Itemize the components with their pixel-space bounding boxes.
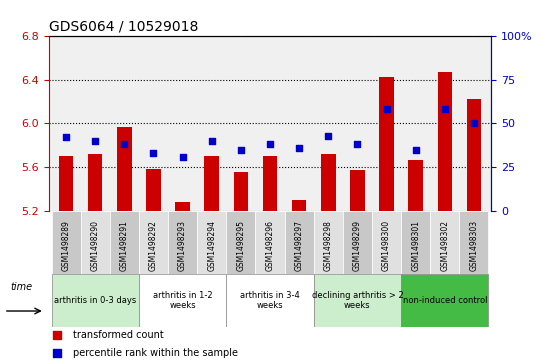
Bar — [467, 99, 481, 211]
FancyBboxPatch shape — [314, 274, 401, 327]
FancyBboxPatch shape — [139, 211, 168, 274]
Text: GSM1498289: GSM1498289 — [62, 220, 71, 271]
Text: GSM1498294: GSM1498294 — [207, 220, 216, 271]
Text: GSM1498292: GSM1498292 — [149, 220, 158, 271]
Text: time: time — [11, 282, 33, 293]
Bar — [117, 127, 132, 211]
Text: GSM1498296: GSM1498296 — [266, 220, 274, 271]
Bar — [321, 154, 335, 211]
Point — [470, 121, 478, 126]
FancyBboxPatch shape — [168, 211, 197, 274]
FancyBboxPatch shape — [110, 211, 139, 274]
Point — [149, 150, 158, 156]
Text: declining arthritis > 2
weeks: declining arthritis > 2 weeks — [312, 291, 403, 310]
Text: arthritis in 1-2
weeks: arthritis in 1-2 weeks — [153, 291, 212, 310]
FancyBboxPatch shape — [139, 274, 226, 327]
Text: GDS6064 / 10529018: GDS6064 / 10529018 — [49, 20, 198, 34]
FancyBboxPatch shape — [226, 211, 255, 274]
Bar — [176, 202, 190, 211]
Text: GSM1498293: GSM1498293 — [178, 220, 187, 271]
FancyBboxPatch shape — [51, 211, 80, 274]
FancyBboxPatch shape — [343, 211, 372, 274]
Point — [346, 117, 355, 123]
Text: transformed count: transformed count — [73, 330, 164, 340]
Point — [178, 154, 187, 159]
FancyBboxPatch shape — [226, 274, 314, 327]
FancyBboxPatch shape — [255, 211, 285, 274]
Point — [346, 281, 355, 286]
Text: GSM1498298: GSM1498298 — [324, 220, 333, 271]
Point — [411, 147, 420, 152]
FancyBboxPatch shape — [197, 211, 226, 274]
FancyBboxPatch shape — [401, 274, 489, 327]
Bar — [234, 172, 248, 211]
Text: GSM1498300: GSM1498300 — [382, 220, 391, 271]
Bar — [88, 154, 103, 211]
FancyBboxPatch shape — [80, 211, 110, 274]
Bar — [263, 156, 277, 211]
Bar — [379, 77, 394, 211]
Text: GSM1498303: GSM1498303 — [469, 220, 478, 271]
Text: GSM1498301: GSM1498301 — [411, 220, 420, 271]
Point — [266, 142, 274, 147]
Point — [237, 147, 245, 152]
Text: non-induced control: non-induced control — [402, 296, 487, 305]
FancyBboxPatch shape — [51, 274, 139, 327]
Text: arthritis in 0-3 days: arthritis in 0-3 days — [54, 296, 136, 305]
Point — [324, 133, 333, 139]
Point — [62, 134, 70, 140]
Text: GSM1498291: GSM1498291 — [120, 220, 129, 271]
Bar — [350, 170, 364, 211]
Point — [441, 107, 449, 113]
FancyBboxPatch shape — [285, 211, 314, 274]
FancyBboxPatch shape — [430, 211, 460, 274]
FancyBboxPatch shape — [372, 211, 401, 274]
Point — [295, 145, 303, 151]
Bar — [146, 169, 161, 211]
Text: GSM1498295: GSM1498295 — [237, 220, 245, 271]
Bar — [437, 72, 452, 211]
Point — [207, 138, 216, 144]
Point — [91, 138, 99, 144]
Bar — [292, 200, 306, 211]
Text: GSM1498297: GSM1498297 — [295, 220, 303, 271]
Text: GSM1498299: GSM1498299 — [353, 220, 362, 271]
Point — [120, 142, 129, 147]
Text: GSM1498302: GSM1498302 — [440, 220, 449, 271]
FancyBboxPatch shape — [401, 211, 430, 274]
Text: percentile rank within the sample: percentile rank within the sample — [73, 348, 238, 358]
Bar — [408, 160, 423, 211]
Text: arthritis in 3-4
weeks: arthritis in 3-4 weeks — [240, 291, 300, 310]
Point — [353, 142, 362, 147]
Text: GSM1498290: GSM1498290 — [91, 220, 100, 271]
Bar — [59, 156, 73, 211]
Bar — [205, 156, 219, 211]
FancyBboxPatch shape — [460, 211, 489, 274]
FancyBboxPatch shape — [314, 211, 343, 274]
Point — [382, 107, 391, 113]
